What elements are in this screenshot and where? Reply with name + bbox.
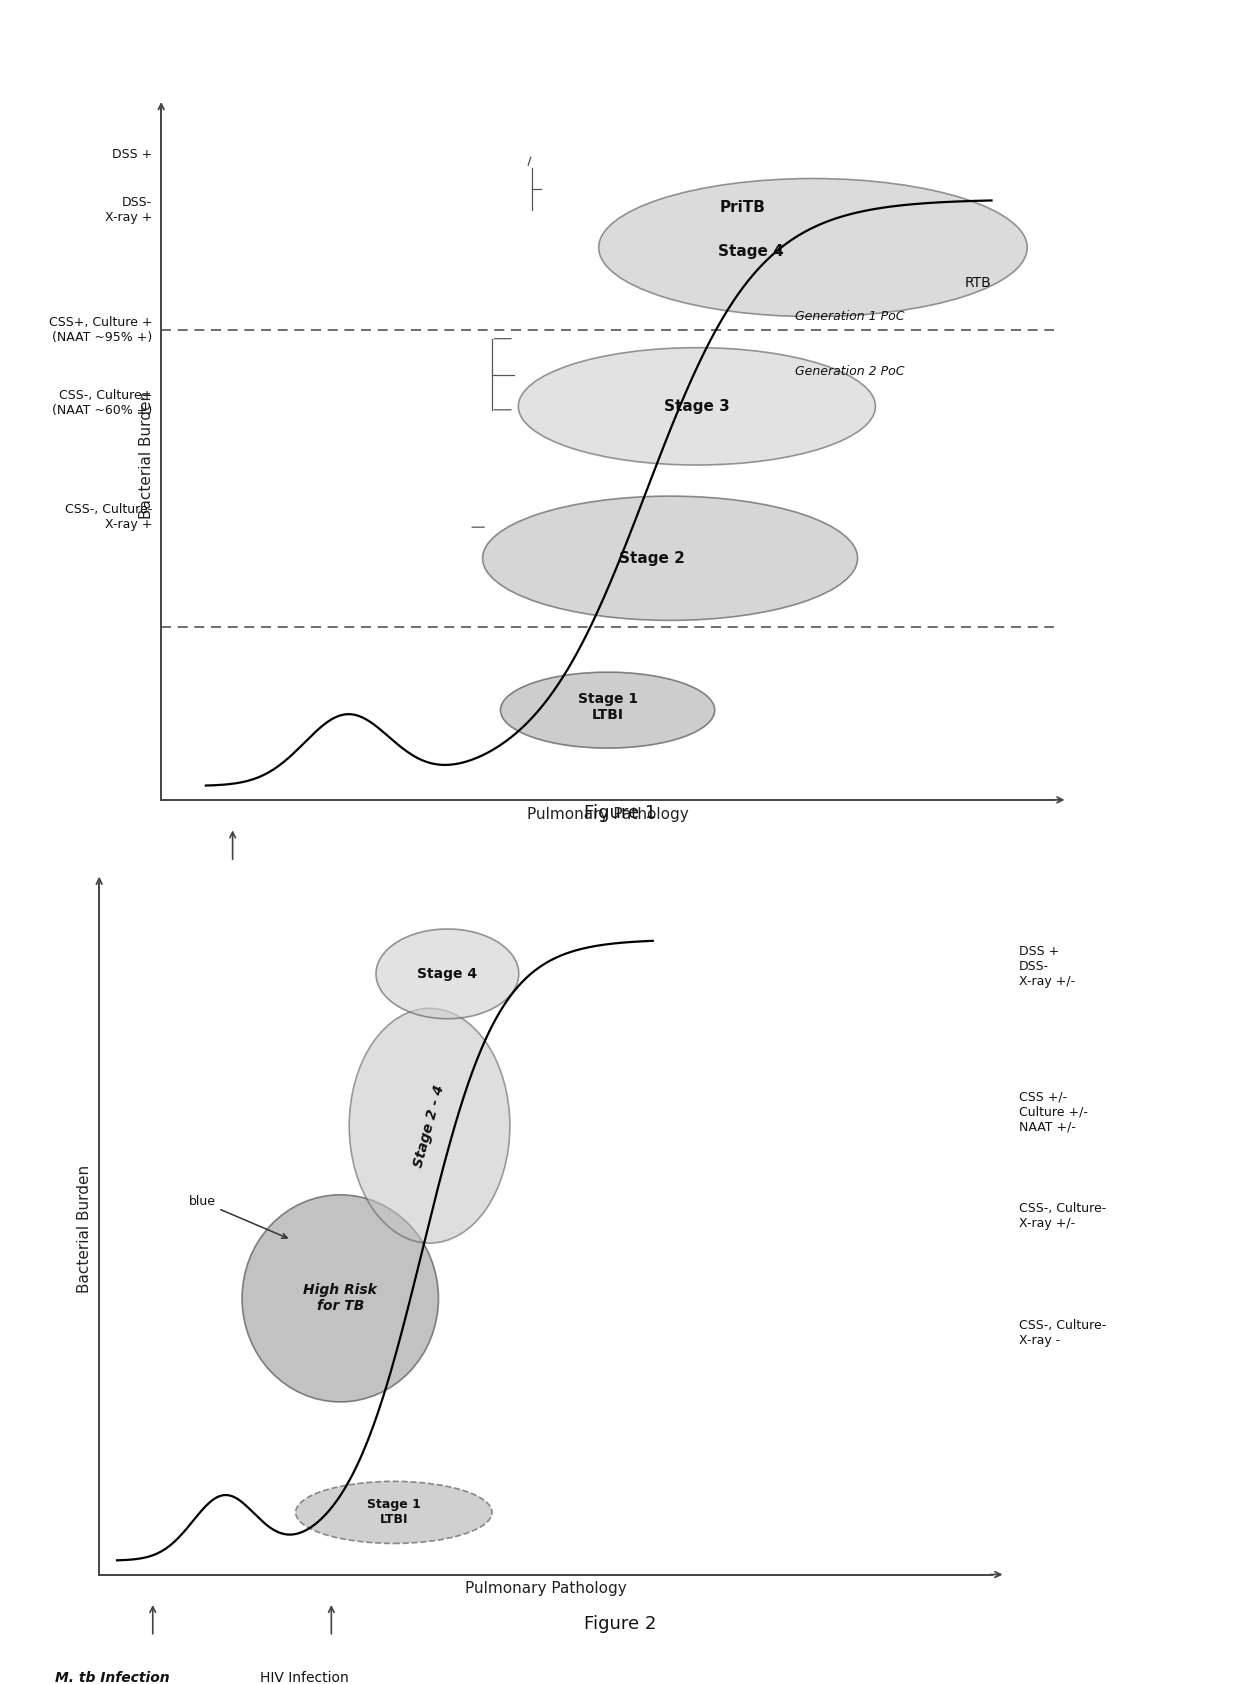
- Ellipse shape: [295, 1482, 492, 1544]
- Text: Stage 4: Stage 4: [718, 244, 784, 259]
- Text: Figure 2: Figure 2: [584, 1615, 656, 1633]
- Ellipse shape: [501, 672, 714, 748]
- Text: CSS-, Culture-
X-ray -: CSS-, Culture- X-ray -: [1019, 1319, 1106, 1347]
- Text: Stage 2: Stage 2: [619, 551, 686, 566]
- Ellipse shape: [376, 930, 518, 1019]
- Text: Figure 1: Figure 1: [584, 803, 656, 822]
- Ellipse shape: [242, 1196, 439, 1401]
- Text: PriTB: PriTB: [719, 200, 765, 216]
- Text: M. tb Infection: M. tb Infection: [117, 896, 231, 911]
- Text: M. tb Infection: M. tb Infection: [55, 1671, 169, 1684]
- Text: Stage 1
LTBI: Stage 1 LTBI: [578, 692, 637, 722]
- Ellipse shape: [350, 1009, 510, 1243]
- X-axis label: Pulmonary Pathology: Pulmonary Pathology: [465, 1581, 626, 1596]
- Text: DSS-
X-ray +: DSS- X-ray +: [105, 195, 153, 224]
- Text: CSS-, Culture-
X-ray +: CSS-, Culture- X-ray +: [64, 504, 153, 530]
- Ellipse shape: [599, 179, 1027, 317]
- Text: CSS +/-
Culture +/-
NAAT +/-: CSS +/- Culture +/- NAAT +/-: [1019, 1091, 1087, 1133]
- X-axis label: Pulmonary Pathology: Pulmonary Pathology: [527, 807, 688, 822]
- Text: Stage 3: Stage 3: [663, 399, 730, 414]
- Y-axis label: Bacterial Burden: Bacterial Burden: [139, 391, 154, 519]
- Text: CSS+, Culture +
(NAAT ~95% +): CSS+, Culture + (NAAT ~95% +): [48, 317, 153, 345]
- Text: Generation 1 PoC: Generation 1 PoC: [795, 310, 905, 323]
- Ellipse shape: [518, 347, 875, 465]
- Text: CSS-, Culture+
(NAAT ~60% +): CSS-, Culture+ (NAAT ~60% +): [52, 389, 153, 418]
- Text: RTB: RTB: [965, 276, 992, 290]
- Text: High Risk
for TB: High Risk for TB: [304, 1283, 377, 1314]
- Text: Generation 2 PoC: Generation 2 PoC: [795, 365, 905, 379]
- Text: DSS +
DSS-
X-ray +/-: DSS + DSS- X-ray +/-: [1019, 945, 1075, 989]
- Ellipse shape: [482, 497, 858, 620]
- Text: Stage 1
LTBI: Stage 1 LTBI: [367, 1499, 420, 1526]
- Text: blue: blue: [188, 1196, 286, 1238]
- Text: Stage 2 - 4: Stage 2 - 4: [412, 1083, 448, 1169]
- Text: CSS-, Culture-
X-ray +/-: CSS-, Culture- X-ray +/-: [1019, 1201, 1106, 1229]
- Y-axis label: Bacterial Burden: Bacterial Burden: [77, 1165, 92, 1293]
- Text: Stage 4: Stage 4: [418, 967, 477, 980]
- Text: DSS +: DSS +: [112, 148, 153, 162]
- Text: HIV Infection: HIV Infection: [260, 1671, 348, 1684]
